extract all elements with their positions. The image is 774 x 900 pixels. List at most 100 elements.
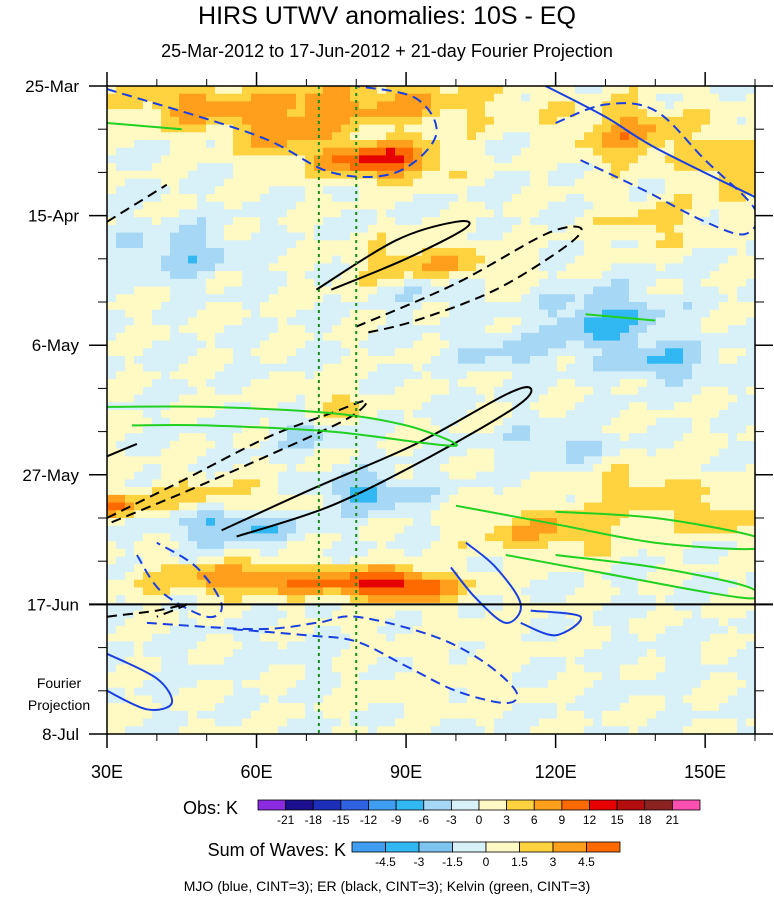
heatmap-cell bbox=[170, 518, 180, 527]
heatmap-cell bbox=[134, 464, 144, 473]
heatmap-cell bbox=[269, 425, 279, 434]
heatmap-cell bbox=[404, 371, 414, 380]
heatmap-cell bbox=[521, 487, 531, 496]
heatmap-cell bbox=[458, 440, 468, 450]
heatmap-cell bbox=[116, 248, 126, 257]
heatmap-cell bbox=[719, 224, 729, 234]
heatmap-cell bbox=[125, 263, 135, 272]
heatmap-cell bbox=[665, 440, 675, 450]
heatmap-cell bbox=[521, 494, 531, 504]
heatmap-cell bbox=[287, 541, 297, 550]
heatmap-cell bbox=[494, 541, 504, 550]
heatmap-cell bbox=[296, 464, 306, 473]
heatmap-cell bbox=[449, 163, 459, 172]
heatmap-cell bbox=[503, 410, 513, 419]
heatmap-cell bbox=[656, 255, 666, 265]
heatmap-cell bbox=[278, 232, 288, 241]
heatmap-cell bbox=[692, 417, 702, 427]
heatmap-cell bbox=[188, 363, 198, 373]
heatmap-cell bbox=[206, 541, 216, 550]
heatmap-cell bbox=[467, 93, 477, 103]
heatmap-cell bbox=[332, 163, 342, 172]
heatmap-cell bbox=[629, 518, 639, 527]
heatmap-cell bbox=[548, 217, 558, 226]
heatmap-cell bbox=[395, 556, 405, 565]
heatmap-cell bbox=[638, 248, 648, 257]
heatmap-cell bbox=[548, 278, 558, 288]
heatmap-cell bbox=[548, 587, 558, 596]
heatmap-cell bbox=[476, 309, 486, 319]
heatmap-cell bbox=[728, 140, 738, 149]
heatmap-cell bbox=[575, 163, 585, 172]
heatmap-cell bbox=[602, 101, 612, 110]
heatmap-cell bbox=[566, 155, 576, 164]
heatmap-cell bbox=[674, 494, 684, 504]
heatmap-cell bbox=[179, 471, 189, 481]
heatmap-cell bbox=[332, 309, 342, 319]
heatmap-cell bbox=[602, 263, 612, 272]
heatmap-cell bbox=[107, 325, 117, 334]
heatmap-cell bbox=[395, 371, 405, 380]
heatmap-cell bbox=[395, 541, 405, 550]
heatmap-cell bbox=[575, 541, 585, 550]
heatmap-cell bbox=[251, 140, 261, 149]
heatmap-cell bbox=[116, 325, 126, 334]
heatmap-cell bbox=[269, 417, 279, 427]
heatmap-cell bbox=[530, 348, 540, 357]
heatmap-cell bbox=[602, 86, 612, 95]
heatmap-cell bbox=[602, 116, 612, 126]
heatmap-cell bbox=[206, 132, 216, 141]
heatmap-cell bbox=[629, 147, 639, 157]
heatmap-cell bbox=[359, 217, 369, 226]
heatmap-cell bbox=[350, 610, 360, 619]
heatmap-cell bbox=[107, 487, 117, 496]
heatmap-cell bbox=[521, 610, 531, 619]
heatmap-cell bbox=[638, 286, 648, 295]
heatmap-cell bbox=[251, 302, 261, 311]
heatmap-cell bbox=[602, 155, 612, 164]
heatmap-cell bbox=[692, 286, 702, 295]
heatmap-cell bbox=[386, 518, 396, 527]
heatmap-cell bbox=[665, 595, 675, 604]
heatmap-cell bbox=[521, 116, 531, 126]
heatmap-cell bbox=[656, 309, 666, 319]
heatmap-cell bbox=[692, 471, 702, 481]
heatmap-cell bbox=[719, 371, 729, 380]
heatmap-cell bbox=[404, 317, 414, 326]
heatmap-cell bbox=[296, 286, 306, 295]
heatmap-cell bbox=[467, 610, 477, 619]
heatmap-cell bbox=[728, 548, 738, 558]
heatmap-cell bbox=[197, 440, 207, 450]
heatmap-cell bbox=[395, 602, 405, 612]
heatmap-cell bbox=[575, 93, 585, 103]
heatmap-cell bbox=[467, 348, 477, 357]
heatmap-cell bbox=[665, 610, 675, 619]
heatmap-cell bbox=[323, 163, 333, 172]
heatmap-cell bbox=[116, 440, 126, 450]
heatmap-cell bbox=[602, 325, 612, 334]
heatmap-cell bbox=[485, 178, 495, 187]
heatmap-cell bbox=[251, 548, 261, 558]
heatmap-cell bbox=[683, 602, 693, 612]
heatmap-cell bbox=[665, 332, 675, 342]
heatmap-cell bbox=[224, 255, 234, 265]
heatmap-cell bbox=[494, 263, 504, 272]
heatmap-cell bbox=[431, 363, 441, 373]
heatmap-cell bbox=[629, 170, 639, 180]
heatmap-cell bbox=[584, 255, 594, 265]
heatmap-cell bbox=[395, 471, 405, 481]
heatmap-cell bbox=[107, 379, 117, 388]
heatmap-cell bbox=[260, 93, 270, 103]
heatmap-cell bbox=[674, 140, 684, 149]
heatmap-cell bbox=[728, 487, 738, 496]
heatmap-cell bbox=[530, 178, 540, 187]
heatmap-cell bbox=[242, 363, 252, 373]
heatmap-cell bbox=[404, 456, 414, 465]
heatmap-cell bbox=[719, 417, 729, 427]
heatmap-cell bbox=[305, 286, 315, 295]
heatmap-cell bbox=[503, 263, 513, 272]
heatmap-cell bbox=[719, 410, 729, 419]
heatmap-cell bbox=[170, 232, 180, 241]
heatmap-cell bbox=[314, 186, 324, 195]
heatmap-cell bbox=[629, 201, 639, 211]
